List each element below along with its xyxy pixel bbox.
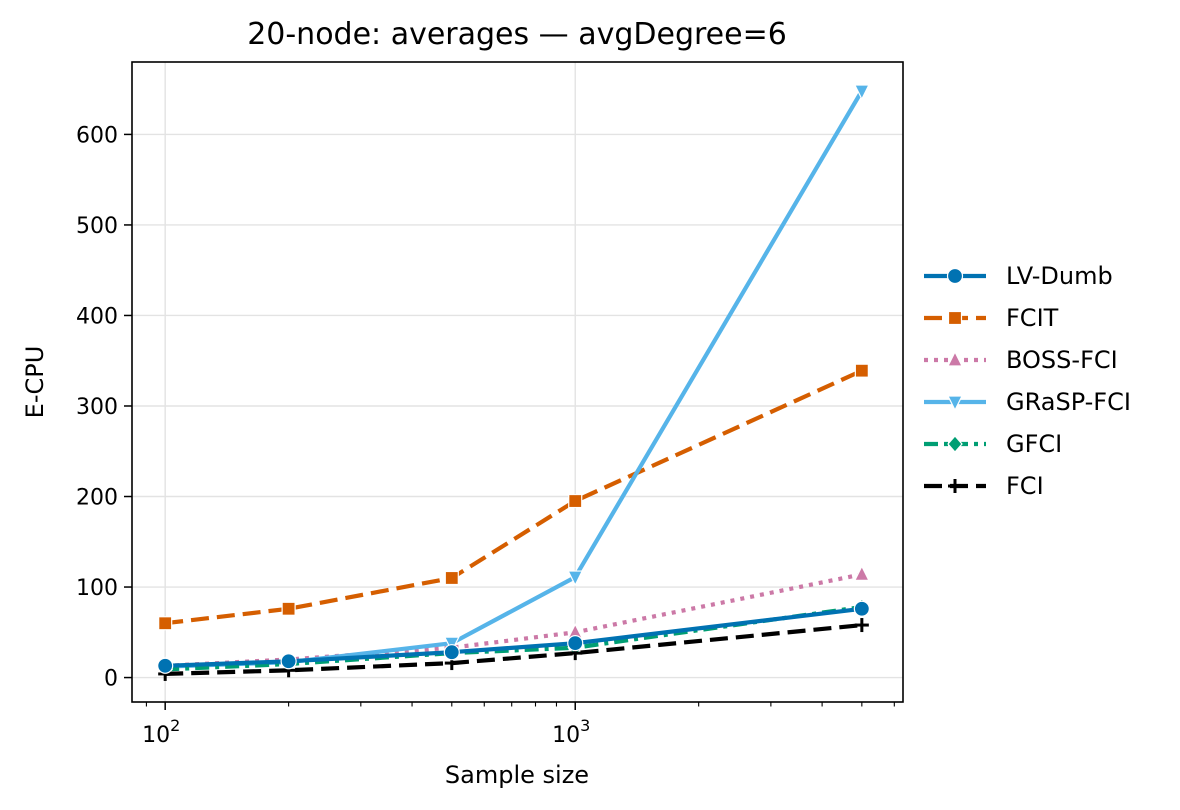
data-point-fcit: [854, 363, 869, 378]
data-point-grasp-fci: [853, 84, 870, 101]
legend-label: FCI: [1006, 472, 1044, 500]
legend: LV-Dumb FCIT BOSS-FCI GRaSP-FCI GFCI FCI: [924, 262, 1131, 500]
series-lv-dumb: [157, 600, 870, 674]
series-grasp-fci: [157, 84, 870, 677]
legend-label: GFCI: [1006, 430, 1062, 458]
series-fcit: [158, 363, 869, 631]
legend-item-gfci: GFCI: [924, 430, 1062, 458]
data-point-fcit: [444, 570, 459, 586]
chart-title: 20-node: averages — avgDegree=6: [247, 17, 787, 52]
data-point-lv-dumb: [280, 653, 297, 670]
legend-item-boss-fci: BOSS-FCI: [924, 346, 1118, 374]
x-axis-ticks: 102 103: [142, 702, 895, 748]
data-point-fcit: [281, 601, 296, 616]
plot-frame: [131, 61, 904, 703]
series-line-gfci: [165, 604, 863, 672]
data-point-lv-dumb: [567, 635, 584, 652]
legend-item-lv-dumb: LV-Dumb: [924, 262, 1113, 290]
data-point-lv-dumb: [853, 600, 870, 617]
legend-item-fcit: FCIT: [924, 304, 1059, 332]
legend-label: LV-Dumb: [1006, 262, 1113, 290]
legend-label: BOSS-FCI: [1006, 346, 1118, 374]
y-tick-label: 400: [76, 304, 118, 329]
legend-marker: [947, 350, 963, 367]
series-layer: [157, 84, 870, 681]
y-axis-ticks: 0 100 200 300 400 500 600: [76, 123, 132, 692]
legend-item-grasp-fci: GRaSP-FCI: [924, 388, 1131, 416]
legend-marker: [948, 479, 962, 493]
legend-marker: [947, 310, 963, 326]
y-axis-label: E-CPU: [21, 346, 49, 419]
legend-marker: [947, 395, 963, 412]
legend-label: FCIT: [1006, 304, 1059, 332]
y-tick-label: 100: [76, 576, 118, 601]
legend-item-fci: FCI: [924, 472, 1044, 500]
y-tick-label: 500: [76, 214, 118, 239]
x-tick-label: 102: [142, 716, 180, 748]
data-point-lv-dumb: [157, 657, 174, 674]
legend-marker: [947, 435, 963, 453]
y-tick-label: 200: [76, 486, 118, 511]
data-point-grasp-fci: [567, 570, 584, 587]
data-point-fcit: [568, 493, 583, 509]
data-point-lv-dumb: [443, 644, 460, 661]
x-tick-label: 103: [552, 716, 590, 748]
grid-lines: [132, 62, 903, 702]
data-point-boss-fci: [853, 565, 870, 581]
x-axis-label: Sample size: [445, 761, 589, 789]
data-point-fcit: [158, 616, 173, 631]
series-line-grasp-fci: [165, 89, 864, 669]
y-tick-label: 300: [76, 395, 118, 420]
legend-marker: [946, 267, 964, 285]
data-point-fci: [854, 618, 869, 633]
y-tick-label: 0: [104, 667, 118, 692]
legend-label: GRaSP-FCI: [1006, 388, 1131, 416]
y-tick-label: 600: [76, 123, 118, 148]
